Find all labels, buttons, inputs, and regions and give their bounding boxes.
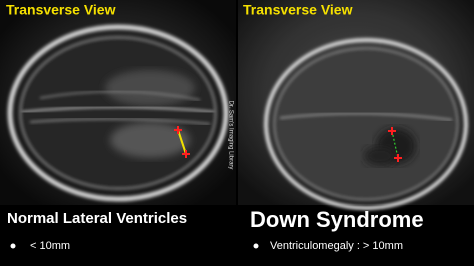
bullet-text: < 10mm [30,240,70,252]
caption: Down Syndrome [250,207,424,232]
bullet-dot [253,243,259,249]
right-ultrasound [238,0,474,210]
panel-title: Transverse View [6,2,116,18]
watermark: Dr. Sam's Imaging Library [227,101,233,170]
bullet-dot [10,243,16,249]
left-ultrasound [0,0,236,205]
bullet-text: Ventriculomegaly : > 10mm [270,240,403,252]
panel-title: Transverse View [243,2,353,18]
caption: Normal Lateral Ventricles [7,210,187,227]
